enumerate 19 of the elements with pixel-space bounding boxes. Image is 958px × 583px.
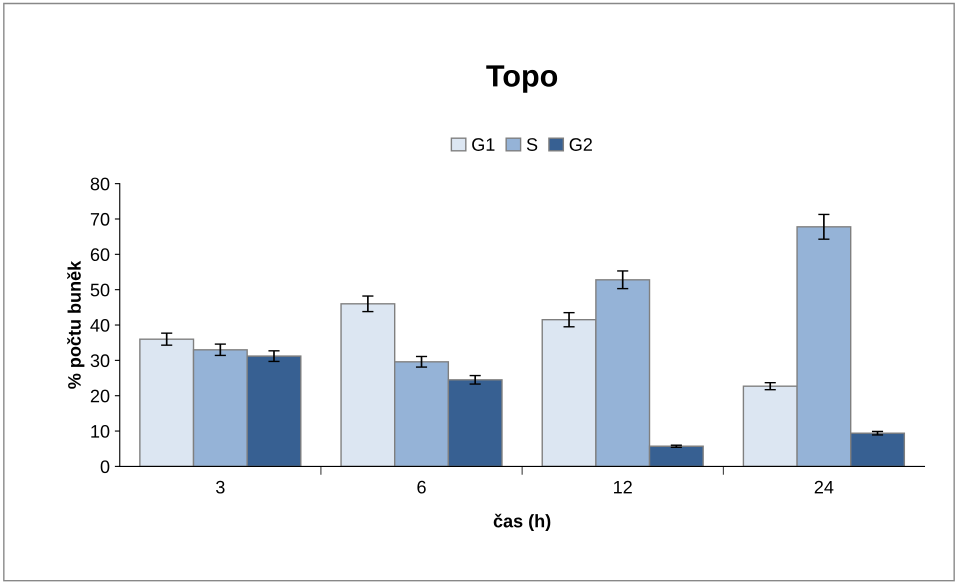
legend-label: G1 (472, 138, 494, 151)
y-tick-label: 40 (90, 318, 110, 332)
y-tick-label: 20 (90, 390, 110, 402)
y-axis-title: % počtu buněk (67, 260, 84, 389)
y-tick-label: 10 (91, 424, 110, 438)
x-axis-title: čas (h) (494, 514, 550, 532)
y-tick-label: 30 (90, 354, 110, 368)
legend-label: G2 (570, 138, 592, 151)
y-tick-label: 80 (90, 178, 110, 190)
x-tick-label: 24 (814, 480, 834, 494)
legend-label: S (526, 138, 538, 151)
chart-title: Topo (486, 65, 558, 93)
y-tick-label: 70 (90, 212, 110, 226)
x-tick-label: 12 (614, 480, 632, 494)
x-tick-label: 3 (216, 480, 225, 494)
y-tick-label: 0 (100, 460, 110, 474)
y-tick-label: 60 (90, 248, 110, 262)
y-tick-label: 50 (90, 284, 110, 296)
x-tick-label: 6 (417, 480, 426, 494)
